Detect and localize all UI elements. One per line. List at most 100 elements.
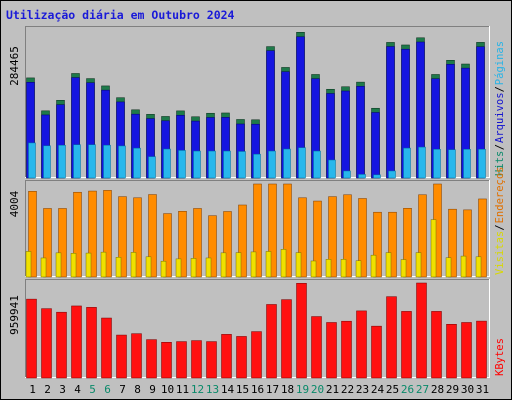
bar-visitas-day-24 [370, 254, 377, 278]
bar-enderecos-day-23 [358, 198, 367, 278]
bar-paginas-day-20 [313, 150, 321, 179]
panel-hits-legend-separator: / [494, 86, 506, 92]
bar-enderecos-day-13 [208, 215, 217, 278]
bar-visitas-day-29 [445, 257, 452, 278]
x-tick-label-day-29: 29 [446, 383, 459, 396]
bar-paginas-day-26 [403, 147, 411, 179]
bar-kbytes-day-25 [386, 296, 397, 379]
bar-paginas-day-3 [58, 145, 66, 179]
bar-visitas-day-27 [415, 252, 422, 278]
bar-visitas-day-1 [25, 251, 32, 278]
bar-enderecos-day-15 [238, 204, 247, 278]
bar-paginas-day-1 [28, 142, 36, 179]
bar-paginas-day-11 [178, 150, 186, 179]
bar-kbytes-day-18 [281, 299, 292, 379]
bar-arquivos-day-24 [371, 112, 380, 179]
x-tick-label-day-26: 26 [401, 383, 414, 396]
bar-visitas-day-3 [55, 252, 62, 278]
bar-visitas-day-12 [190, 258, 197, 278]
bar-visitas-day-25 [385, 252, 392, 278]
bar-enderecos-day-7 [118, 196, 127, 278]
bar-kbytes-day-8 [131, 333, 142, 379]
panel-hits-legend-páginas: Páginas [494, 41, 506, 85]
bar-kbytes-day-23 [356, 310, 367, 379]
x-tick-label-day-24: 24 [371, 383, 385, 396]
bar-kbytes-day-16 [251, 331, 262, 379]
bar-paginas-day-23 [358, 174, 366, 179]
bar-enderecos-day-4 [73, 191, 82, 278]
x-tick-label-day-5: 5 [89, 383, 96, 396]
x-tick-label-day-30: 30 [461, 383, 474, 396]
bar-kbytes-day-17 [266, 304, 277, 379]
bar-kbytes-day-5 [86, 307, 97, 379]
bar-paginas-day-8 [133, 147, 141, 179]
bar-visitas-day-20 [310, 260, 317, 278]
x-tick-label-day-31: 31 [476, 383, 489, 396]
x-tick-label-day-13: 13 [206, 383, 219, 396]
x-tick-label-day-1: 1 [29, 383, 36, 396]
bar-visitas-day-4 [70, 253, 77, 278]
bar-kbytes-day-29 [446, 324, 457, 379]
bar-enderecos-day-22 [343, 194, 352, 278]
x-tick-label-day-20: 20 [311, 383, 324, 396]
panel-hits-ymax-label: 284465 [8, 46, 21, 86]
bar-kbytes-day-26 [401, 311, 412, 379]
panel-visits-legend-endereços: Endereços [494, 166, 506, 223]
bar-visitas-day-7 [115, 257, 122, 278]
bar-paginas-day-6 [103, 144, 111, 179]
panel-hits-legend-separator: / [494, 144, 506, 150]
bar-kbytes-day-14 [221, 334, 232, 379]
panel-visits-ymax-label: 4004 [8, 190, 21, 217]
bar-paginas-day-15 [238, 151, 246, 179]
bar-kbytes-day-12 [191, 340, 202, 379]
x-tick-label-day-16: 16 [251, 383, 264, 396]
x-tick-label-day-12: 12 [191, 383, 204, 396]
x-tick-label-day-2: 2 [44, 383, 51, 396]
bar-enderecos-day-17 [268, 183, 277, 278]
bar-paginas-day-17 [268, 150, 276, 179]
x-tick-label-day-14: 14 [221, 383, 235, 396]
bar-enderecos-day-14 [223, 211, 232, 278]
bar-paginas-day-29 [448, 149, 456, 179]
bar-visitas-day-22 [340, 259, 347, 278]
bar-enderecos-day-21 [328, 196, 337, 278]
panel-hits-legend-hits: Hits [494, 151, 506, 176]
bar-visitas-day-26 [400, 259, 407, 278]
bar-visitas-day-8 [130, 252, 137, 278]
bar-visitas-day-9 [145, 256, 152, 278]
bar-paginas-day-7 [118, 145, 126, 179]
panel-kbytes-legend-kbytes: KBytes [494, 338, 506, 376]
bar-kbytes-day-21 [326, 322, 337, 379]
x-tick-label-day-23: 23 [356, 383, 369, 396]
bar-kbytes-day-30 [461, 322, 472, 379]
bar-paginas-day-12 [193, 150, 201, 179]
bar-kbytes-day-15 [236, 336, 247, 379]
bar-kbytes-day-4 [71, 305, 82, 379]
bar-paginas-day-9 [148, 156, 156, 179]
panel-kbytes-ymax-label: 959941 [8, 295, 21, 335]
bar-enderecos-day-24 [373, 211, 382, 278]
bar-enderecos-day-12 [193, 208, 202, 278]
bar-enderecos-day-9 [148, 194, 157, 278]
bar-paginas-day-18 [283, 148, 291, 179]
bar-paginas-day-25 [388, 170, 396, 179]
bar-kbytes-day-9 [146, 339, 157, 379]
bar-kbytes-day-1 [26, 298, 37, 379]
x-tick-label-day-18: 18 [281, 383, 294, 396]
bar-visitas-day-11 [175, 258, 182, 278]
x-tick-label-day-19: 19 [296, 383, 309, 396]
x-tick-label-day-22: 22 [341, 383, 354, 396]
bar-paginas-day-14 [223, 150, 231, 179]
chart-title: Utilização diária em Outubro 2024 [6, 8, 235, 22]
bar-enderecos-day-5 [88, 190, 97, 278]
bar-arquivos-day-23 [356, 86, 365, 179]
bar-visitas-day-31 [475, 256, 482, 278]
panel-visits-legend-visitas: Visitas [494, 231, 506, 275]
bar-kbytes-day-7 [116, 334, 127, 379]
bar-paginas-day-24 [373, 174, 381, 179]
bar-visitas-day-13 [205, 257, 212, 278]
x-tick-label-day-25: 25 [386, 383, 399, 396]
bar-enderecos-day-19 [298, 197, 307, 278]
bar-enderecos-day-3 [58, 208, 67, 278]
